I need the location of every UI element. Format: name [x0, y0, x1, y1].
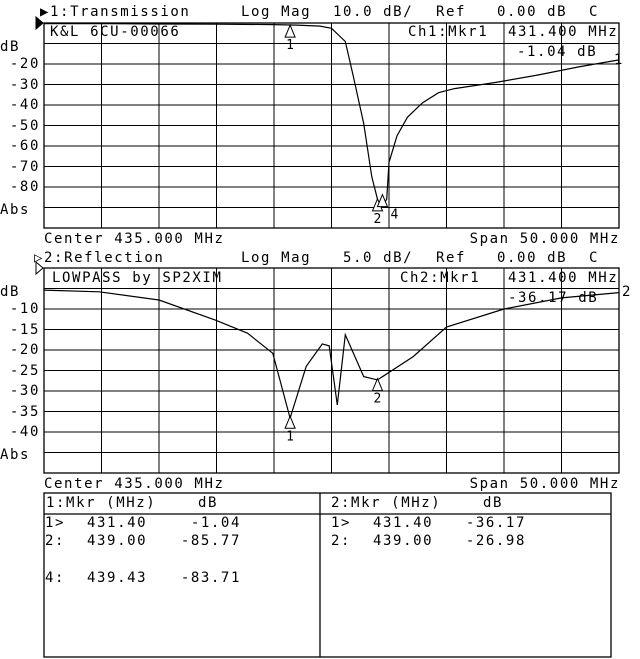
- ch1-marker-value: -1.04 dB: [517, 44, 598, 60]
- ch2-abs-label: Abs: [0, 447, 31, 463]
- ch1-ylabel: dB: [0, 39, 21, 55]
- ch1-coupling: C: [589, 4, 600, 20]
- ch2-trace-end-label: 2: [622, 284, 633, 300]
- table-left-header-db: dB: [198, 495, 219, 511]
- marker-number-label: 2: [374, 212, 383, 227]
- ch1-trace-end-label: 1: [614, 52, 625, 68]
- ch2-format: Log Mag: [241, 250, 312, 266]
- ch1-scale: 10.0 dB/: [333, 4, 414, 20]
- ch2-span: Span 50.000 MHz: [469, 476, 620, 492]
- ch2-ref-label: Ref: [436, 250, 467, 266]
- ch1-ref-label: Ref: [436, 4, 467, 20]
- ch1-abs-label: Abs: [0, 202, 31, 218]
- marker-freq: 439.43: [87, 570, 148, 586]
- y-tick-label: -20: [9, 342, 40, 358]
- ch2-title: LOWPASS by SP2XIM: [52, 270, 223, 286]
- marker-freq: 439.00: [87, 533, 148, 549]
- marker-number-label: 4: [390, 208, 399, 223]
- marker-freq: 431.40: [87, 515, 148, 531]
- ch1-marker-label: Ch1:Mkr1: [408, 24, 489, 40]
- y-tick-label: -40: [9, 424, 40, 440]
- marker-freq: 431.40: [373, 515, 434, 531]
- ch1-format: Log Mag: [241, 4, 312, 20]
- ch1-channel-label: ▶1:Transmission: [40, 4, 191, 20]
- ch2-scale: 5.0 dB/: [343, 250, 414, 266]
- table-right-header-freq: 2:Mkr (MHz): [331, 495, 442, 511]
- marker-triangle-icon: [284, 414, 296, 429]
- y-tick-label: -60: [9, 138, 40, 154]
- marker-number-label: 1: [286, 429, 295, 444]
- marker-db: -36.17: [465, 515, 526, 531]
- marker-id: 2:: [45, 533, 66, 549]
- table-right-header-db: dB: [483, 495, 504, 511]
- ch2-channel-label: ▷2:Reflection: [34, 250, 165, 266]
- marker-triangle-icon: [284, 23, 296, 38]
- y-tick-label: -30: [9, 383, 40, 399]
- ch2-ref-value: 0.00 dB: [497, 250, 568, 266]
- marker-db: -83.71: [180, 570, 241, 586]
- table-left-header-freq: 1:Mkr (MHz): [46, 495, 157, 511]
- ch2-marker-freq: 431.400 MHz: [508, 270, 619, 286]
- ch1-center: Center 435.000 MHz: [44, 231, 225, 247]
- ch2-marker-value: -36.17 dB: [508, 290, 599, 306]
- reference-position-icon: [35, 260, 44, 276]
- marker-table-frame: [43, 492, 612, 658]
- reference-position-icon: [35, 15, 44, 31]
- marker-id: 1>: [45, 515, 66, 531]
- ch1-ref-value: 0.00 dB: [497, 4, 568, 20]
- ch2-marker-label: Ch2:Mkr1: [400, 270, 481, 286]
- ch2-coupling: C: [589, 250, 600, 266]
- y-tick-label: -20: [9, 56, 40, 72]
- y-tick-label: -50: [9, 117, 40, 134]
- y-tick-label: -15: [9, 321, 40, 338]
- marker-db: -1.04: [190, 515, 241, 531]
- y-tick-label: -70: [9, 158, 40, 175]
- ch2-center: Center 435.000 MHz: [44, 476, 225, 492]
- y-tick-label: -80: [9, 179, 40, 195]
- marker-db: -26.98: [465, 533, 526, 549]
- marker-id: 2:: [331, 533, 352, 549]
- marker-id: 1>: [331, 515, 352, 531]
- marker-number-label: 2: [374, 392, 383, 407]
- ch1-span: Span 50.000 MHz: [469, 231, 620, 247]
- y-tick-label: -25: [9, 362, 40, 379]
- y-tick-label: -40: [9, 97, 40, 113]
- ch2-ylabel: dB: [0, 284, 21, 300]
- marker-triangle-icon: [376, 193, 389, 208]
- marker-number-label: 1: [286, 38, 295, 53]
- marker-triangle-icon: [371, 377, 384, 392]
- trace-line: [43, 289, 620, 421]
- marker-freq: 439.00: [373, 533, 434, 549]
- marker-db: -85.77: [180, 533, 241, 549]
- y-tick-label: -10: [9, 301, 40, 317]
- ch1-title: K&L 6CU-00066: [50, 24, 181, 40]
- ch1-marker-freq: 431.400 MHz: [508, 24, 619, 40]
- marker-id: 4:: [45, 570, 66, 586]
- y-tick-label: -35: [9, 403, 40, 420]
- y-tick-label: -30: [9, 76, 40, 93]
